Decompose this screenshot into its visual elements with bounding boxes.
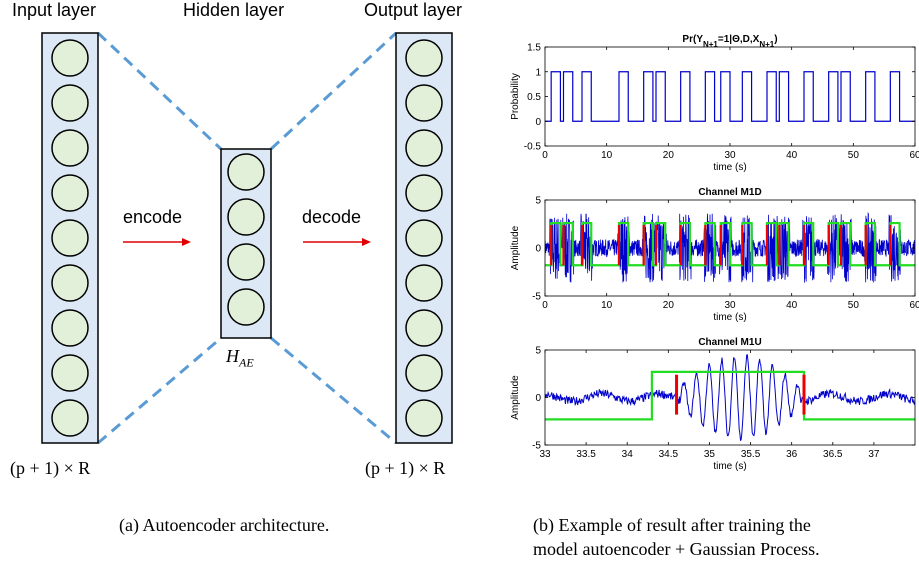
caption-a: (a) Autoencoder architecture. [119,515,330,535]
x-tick-label: 33 [539,449,551,460]
decode-arrow [303,238,371,246]
input-nodes [51,39,89,437]
plot-series [545,211,915,283]
input-layer-title: Input layer [12,0,97,20]
y-tick-label: 0 [535,117,541,128]
x-tick-label: 34.5 [659,449,679,460]
y-tick-label: 0 [535,393,541,404]
x-tick-label: 34 [622,449,634,460]
x-tick-label: 60 [909,300,919,311]
signal-line [545,354,915,442]
x-tick-label: 0 [542,150,548,161]
output-layer-title: Output layer [364,0,463,20]
x-tick-label: 0 [542,300,548,311]
x-tick-label: 30 [724,150,736,161]
caption-b-line2: model autoencoder + Gaussian Process. [533,539,820,559]
hidden-node [227,288,265,326]
y-tick-label: -5 [532,292,541,303]
x-tick-label: 33.5 [576,449,596,460]
x-tick-label: 20 [663,300,675,311]
x-axis-label: time (s) [713,162,746,173]
input-size-label: (p + 1) × R [10,458,91,478]
probability-line [545,71,915,122]
output-node [405,264,443,302]
hidden-size-label: HAE [226,346,254,370]
output-node [405,309,443,347]
chart-title: Channel M1U [698,337,761,348]
decode-label: decode [302,207,362,227]
y-tick-label: 0 [535,244,541,255]
plot-area [545,350,915,445]
x-tick-label: 30 [724,300,736,311]
x-tick-label: 20 [663,150,675,161]
hidden-layer-title: Hidden layer [183,0,285,20]
input-node [51,219,89,257]
output-node [405,39,443,77]
y-tick-label: 5 [535,346,541,357]
detection-box-line [545,370,915,421]
y-tick-label: -0.5 [524,142,542,153]
y-axis-label: Probability [510,73,521,120]
autoencoder-diagram [41,31,453,445]
y-tick-label: 1 [535,67,541,78]
x-tick-label: 35.5 [741,449,761,460]
x-tick-label: 60 [909,150,919,161]
input-node [51,174,89,212]
x-tick-label: 36.5 [823,449,843,460]
x-tick-label: 40 [786,300,798,311]
caption-b-line1: (b) Example of result after training the [533,515,811,535]
output-node [405,219,443,257]
input-node [51,264,89,302]
plot-series [545,71,915,122]
plot-series [545,354,915,442]
channel-m1u-chart: 33 33.5 34 34.5 35 35.5 36 36.5 37 -5 0 5 time (s) Am… [510,337,916,472]
input-node [51,84,89,122]
output-size-label: (p + 1) × R [365,458,446,478]
hidden-node [227,153,265,191]
x-tick-label: 37 [868,449,880,460]
x-axis-label: time (s) [713,312,746,323]
encode-label: encode [123,207,183,227]
y-tick-label: 1.5 [527,43,541,54]
chart-title: Pr(YN+1=1|Θ,D,XN+1) [682,34,777,49]
input-node [51,309,89,347]
output-node [405,354,443,392]
hidden-node [227,198,265,236]
chart-title: Channel M1D [698,187,761,198]
y-tick-label: -5 [532,441,541,452]
x-tick-label: 10 [601,300,613,311]
output-node [405,84,443,122]
x-tick-label: 35 [704,449,716,460]
signal-line [545,211,915,283]
x-tick-label: 40 [786,150,798,161]
x-tick-label: 10 [601,150,613,161]
input-node [51,399,89,437]
input-node [51,39,89,77]
y-tick-label: 0.5 [527,92,541,103]
x-tick-label: 36 [786,449,798,460]
encode-arrow [123,238,191,246]
y-axis-label: Amplitude [510,375,521,420]
y-tick-label: 5 [535,196,541,207]
output-nodes [405,39,443,437]
input-node [51,354,89,392]
output-node [405,129,443,167]
hidden-nodes [227,153,265,326]
x-tick-label: 50 [848,300,860,311]
x-tick-label: 50 [848,150,860,161]
hidden-node [227,243,265,281]
input-node [51,129,89,167]
y-axis-label: Amplitude [510,225,521,270]
output-node [405,399,443,437]
x-axis-label: time (s) [713,461,746,472]
connection-dashes [96,31,398,445]
output-node [405,174,443,212]
